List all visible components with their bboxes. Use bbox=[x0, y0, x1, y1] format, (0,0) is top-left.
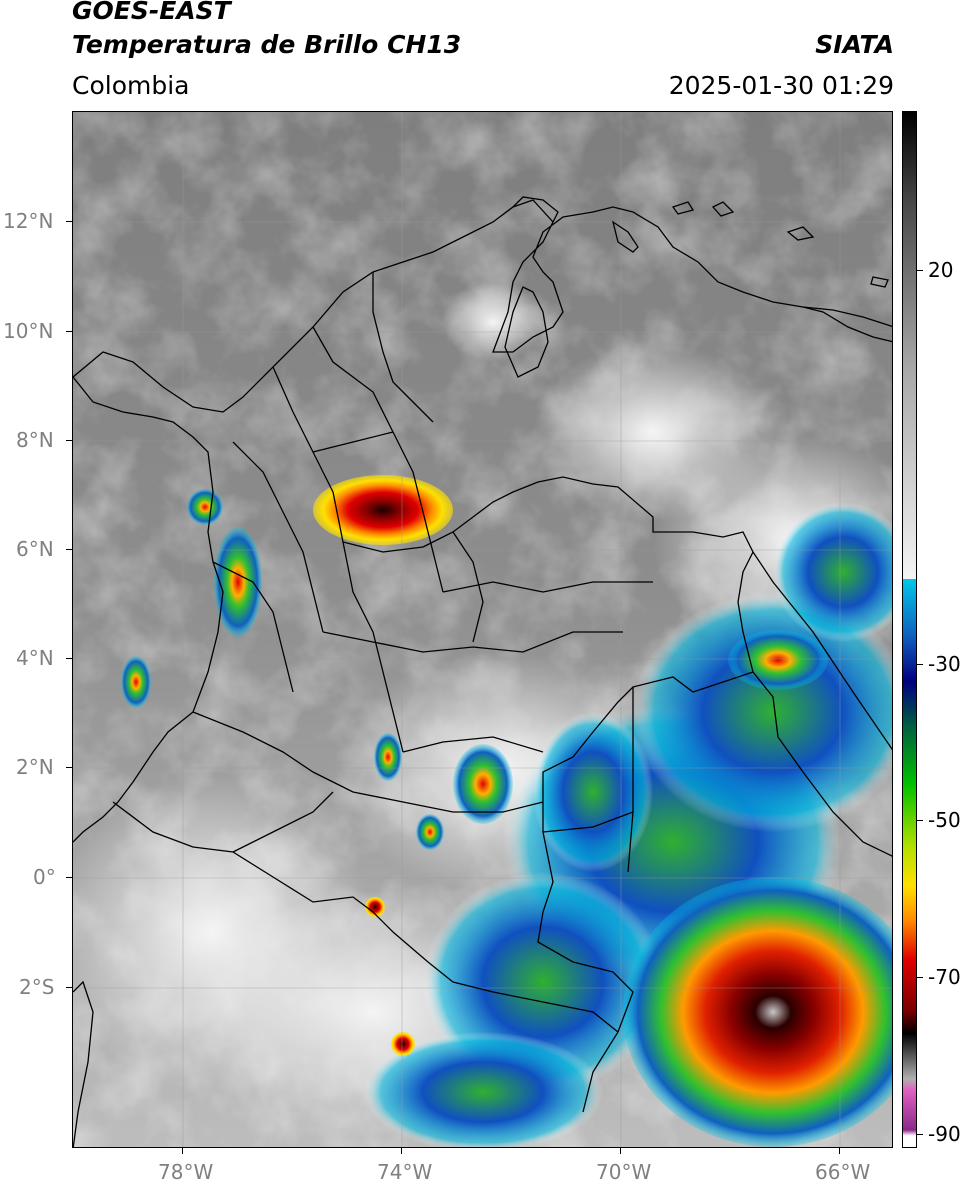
region-label: Colombia bbox=[72, 71, 190, 100]
colorbar-label: -30 bbox=[928, 652, 961, 676]
lat-tick bbox=[66, 221, 72, 222]
lat-label: 2°S bbox=[19, 975, 55, 999]
lat-label: 10°N bbox=[3, 319, 54, 343]
lat-tick bbox=[66, 987, 72, 988]
lat-tick bbox=[66, 549, 72, 550]
timestamp-label: 2025-01-30 01:29 bbox=[668, 71, 894, 100]
lat-tick bbox=[66, 767, 72, 768]
colorbar-tick bbox=[917, 664, 923, 665]
lat-tick bbox=[66, 877, 72, 878]
colorbar-tick bbox=[917, 270, 923, 271]
map-svg bbox=[73, 112, 892, 1147]
satellite-map[interactable] bbox=[72, 111, 893, 1148]
satellite-title: GOES-EAST bbox=[72, 0, 231, 25]
lat-tick bbox=[66, 331, 72, 332]
agency-label: SIATA bbox=[815, 30, 894, 59]
lat-label: 12°N bbox=[3, 209, 54, 233]
colorbar-svg bbox=[903, 112, 916, 1147]
lon-label: 74°W bbox=[377, 1160, 433, 1184]
lat-label: 0° bbox=[33, 865, 56, 889]
lat-label: 6°N bbox=[16, 537, 54, 561]
lat-label: 8°N bbox=[16, 428, 54, 452]
colorbar-label: -90 bbox=[928, 1122, 961, 1146]
lon-tick bbox=[620, 1148, 621, 1154]
colorbar-tick bbox=[917, 1134, 923, 1135]
lon-tick bbox=[839, 1148, 840, 1154]
colorbar-label: -70 bbox=[928, 965, 961, 989]
lat-label: 4°N bbox=[16, 646, 54, 670]
lon-tick bbox=[401, 1148, 402, 1154]
lon-label: 70°W bbox=[596, 1160, 652, 1184]
product-title: Temperatura de Brillo CH13 bbox=[72, 30, 462, 59]
lon-label: 78°W bbox=[158, 1160, 214, 1184]
lat-tick bbox=[66, 440, 72, 441]
colorbar-label: -50 bbox=[928, 808, 961, 832]
colorbar-label: 20 bbox=[928, 258, 954, 282]
lat-label: 2°N bbox=[16, 755, 54, 779]
lat-tick bbox=[66, 658, 72, 659]
lon-label: 66°W bbox=[815, 1160, 871, 1184]
lon-tick bbox=[182, 1148, 183, 1154]
colorbar-tick bbox=[917, 820, 923, 821]
colorbar bbox=[902, 111, 917, 1148]
colorbar-tick bbox=[917, 977, 923, 978]
